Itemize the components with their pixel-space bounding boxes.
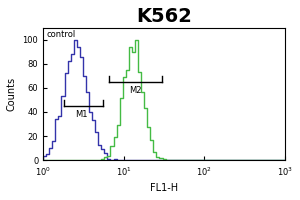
Text: M2: M2 — [129, 86, 142, 95]
Text: control: control — [46, 30, 76, 39]
Y-axis label: Counts: Counts — [7, 77, 17, 111]
Text: M1: M1 — [75, 110, 88, 119]
Title: K562: K562 — [136, 7, 192, 26]
X-axis label: FL1-H: FL1-H — [150, 183, 178, 193]
